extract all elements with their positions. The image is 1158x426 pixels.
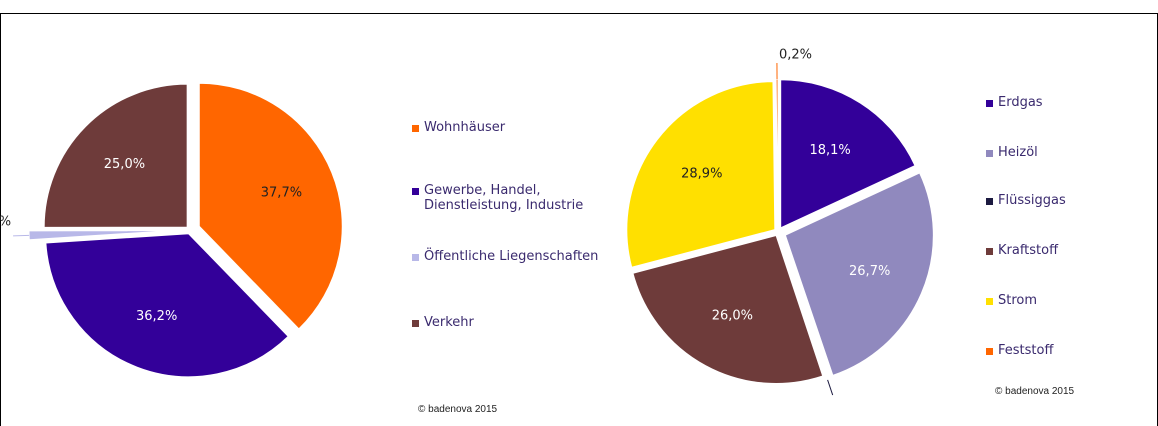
- legend-label: Gewerbe, Handel, Dienstleistung, Industr…: [424, 183, 584, 213]
- legend-label: Flüssiggas: [998, 193, 1066, 208]
- legend-item: Feststoff: [986, 343, 1106, 358]
- pie-slice: [198, 82, 343, 330]
- legend-label: Verkehr: [424, 315, 474, 330]
- legend-swatch: [412, 254, 419, 261]
- pie-slice: [45, 233, 289, 378]
- legend-swatch: [986, 150, 993, 157]
- data-label: 36,2%: [136, 309, 177, 324]
- pie-slice: [632, 234, 824, 384]
- pie-slice: [780, 79, 916, 229]
- data-label: 26,7%: [849, 264, 890, 279]
- legend-swatch: [986, 348, 993, 355]
- data-label: 25,0%: [104, 157, 145, 172]
- legend-item: Heizöl: [986, 145, 1106, 160]
- pie-slice: [784, 172, 934, 376]
- legend-swatch: [412, 320, 419, 327]
- legend-item: Öffentliche Liegenschaften: [412, 249, 602, 264]
- legend-item: Gewerbe, Handel, Dienstleistung, Industr…: [412, 183, 602, 213]
- legend-swatch: [986, 298, 993, 305]
- legend-label: Kraftstoff: [998, 243, 1059, 258]
- legend-swatch: [412, 188, 419, 195]
- data-label: 26,0%: [712, 309, 753, 324]
- legend-label: Feststoff: [998, 343, 1054, 358]
- pie-slice: [626, 81, 776, 268]
- pie-slice: [28, 230, 173, 241]
- pie-slice: [775, 78, 779, 228]
- legend-label: Wohnhäuser: [424, 120, 506, 135]
- data-label: 18,1%: [809, 143, 850, 158]
- legend-label: Heizöl: [998, 145, 1038, 160]
- legend-item: Strom: [986, 293, 1106, 308]
- data-label: 0,2%: [779, 48, 812, 63]
- pie-slice: [780, 239, 829, 381]
- data-label: 28,9%: [681, 167, 722, 182]
- legend-swatch: [986, 100, 993, 107]
- legend-item: Erdgas: [986, 95, 1106, 110]
- legend-item: Wohnhäuser: [412, 120, 602, 135]
- source-note: © badenova 2015: [995, 386, 1075, 397]
- legend-swatch: [986, 248, 993, 255]
- legend-swatch: [412, 125, 419, 132]
- legend-item: Flüssiggas: [986, 193, 1106, 208]
- legend-label: Strom: [998, 293, 1038, 308]
- pie-slice: [43, 83, 188, 228]
- leader-line: [13, 234, 30, 237]
- leader-line: [827, 379, 834, 396]
- legend-item: Verkehr: [412, 315, 602, 330]
- legend-item: Kraftstoff: [986, 243, 1106, 258]
- legend-label: Erdgas: [998, 95, 1043, 110]
- legend-swatch: [986, 198, 993, 205]
- source-note: © badenova 2015: [418, 404, 498, 415]
- legend-label: Öffentliche Liegenschaften: [424, 249, 599, 264]
- data-label: 37,7%: [261, 185, 302, 200]
- data-label: 1,0%: [0, 214, 11, 229]
